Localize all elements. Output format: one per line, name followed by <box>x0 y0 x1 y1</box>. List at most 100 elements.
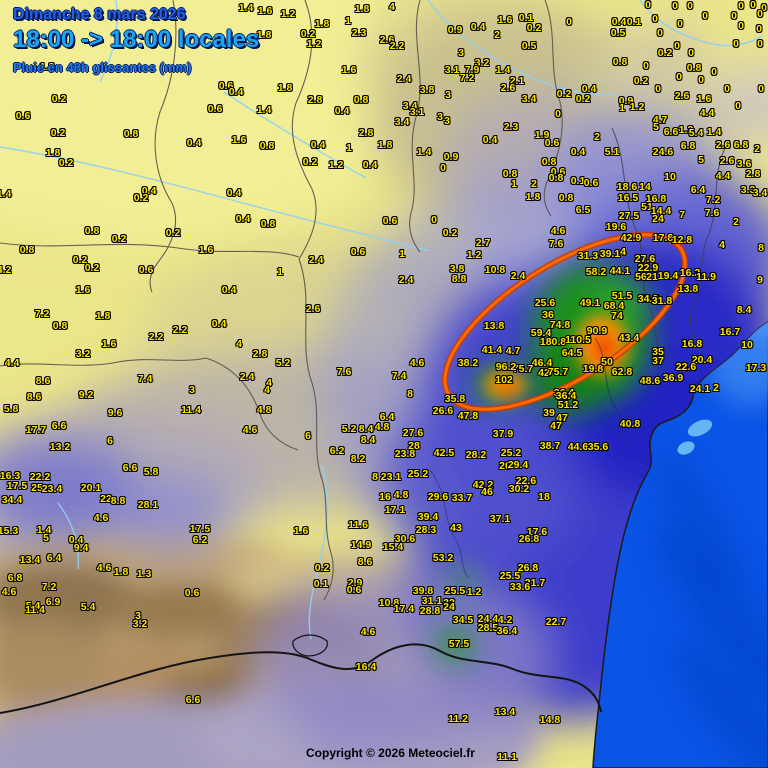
rivers <box>0 0 763 640</box>
precip-value-label: 0.8 <box>558 191 574 204</box>
precip-value-label: 34.4 <box>1 493 23 506</box>
precip-value-label: 2.7 <box>475 236 491 249</box>
precip-value-label: 2 <box>713 381 719 394</box>
precip-value-label: 4.6 <box>242 423 258 436</box>
precip-value-label: 2 <box>531 177 537 190</box>
precip-value-label: 4 <box>266 376 272 389</box>
precip-value-label: 0 <box>676 70 682 83</box>
precip-value-label: 10 <box>741 338 753 351</box>
precip-value-label: 28.2 <box>465 448 487 461</box>
precip-value-label: 0.4 <box>611 15 627 28</box>
precip-value-label: 0 <box>698 73 704 86</box>
precip-value-label: 6.4 <box>379 410 395 423</box>
precip-value-label: 1.8 <box>39 60 55 73</box>
precip-value-label: 1 <box>511 177 517 190</box>
precip-value-label: 0.6 <box>350 245 366 258</box>
precip-value-label: 25.5 <box>499 569 521 582</box>
precip-value-label: 29.4 <box>507 458 529 471</box>
precip-value-label: 0.4 <box>221 283 237 296</box>
precip-value-label: 12.8 <box>671 233 693 246</box>
precip-value-label: 5 <box>43 531 49 544</box>
precip-value-label: 6.2 <box>329 444 345 457</box>
precip-value-label: 4.2 <box>497 613 513 626</box>
precip-value-label: 2.3 <box>503 120 519 133</box>
precip-value-label: 0.6 <box>207 102 223 115</box>
precip-value-label: 38.7 <box>539 439 561 452</box>
precip-value-label: 46.4 <box>531 356 553 369</box>
precip-value-label: 20.1 <box>80 481 102 494</box>
precip-value-label: 33.6 <box>509 580 531 593</box>
precip-value-label: 22.7 <box>545 615 567 628</box>
precip-value-label: 0 <box>738 19 744 32</box>
precip-value-label: 41.4 <box>481 343 503 356</box>
precip-value-label: 8.8 <box>110 494 126 507</box>
precip-value-label: 2.2 <box>148 330 164 343</box>
precip-value-label: 16.3 <box>0 469 21 482</box>
precip-value-label: 18 <box>538 490 550 503</box>
precip-value-label: 0 <box>687 0 693 12</box>
precip-value-label: 22.2 <box>29 470 51 483</box>
precip-value-label: 24 <box>443 600 455 613</box>
precip-value-label: 2.8 <box>307 93 323 106</box>
coastal-lagoons <box>677 419 713 455</box>
precip-value-label: 13.8 <box>483 319 505 332</box>
precip-value-label: 9.6 <box>107 406 123 419</box>
precip-value-label: 1.8 <box>256 28 272 41</box>
precip-value-label: 0.4 <box>68 533 84 546</box>
precip-value-label: 8.8 <box>451 272 467 285</box>
precip-value-label: 4.2 <box>0 263 12 276</box>
precip-value-label: 8.6 <box>26 390 42 403</box>
precip-value-label: 0.4 <box>235 212 251 225</box>
precip-value-label: 90.9 <box>586 324 608 337</box>
precip-value-label: 4 <box>620 245 626 258</box>
national-border-spain <box>0 634 602 714</box>
precip-value-label: 0 <box>735 99 741 112</box>
precip-value-label: 0.8 <box>612 55 628 68</box>
precip-value-label: 5.8 <box>3 402 19 415</box>
precip-value-label: 2.8 <box>745 167 761 180</box>
precip-value-label: 0.6 <box>138 263 154 276</box>
precip-value-label: 23.8 <box>394 447 416 460</box>
precip-value-label: 7.2 <box>459 71 475 84</box>
precip-value-label: 0.4 <box>470 20 486 33</box>
precip-value-label: 3.2 <box>474 56 490 69</box>
precip-value-label: 2.6 <box>674 89 690 102</box>
precip-value-label: 68.4 <box>603 299 625 312</box>
precip-value-label: 14.4 <box>650 204 672 217</box>
precip-value-label: 0.6 <box>550 165 566 178</box>
precip-value-label: 34.5 <box>452 613 474 626</box>
precip-value-label: 2.8 <box>358 126 374 139</box>
precip-value-label: 19.8 <box>582 362 604 375</box>
precip-value-label: 14 <box>639 180 651 193</box>
precip-value-label: 16.8 <box>645 192 667 205</box>
precip-value-label: 0.2 <box>51 92 67 105</box>
precip-value-label: 6.6 <box>663 125 679 138</box>
precip-value-label: 42 <box>538 366 550 379</box>
precip-value-label: 36 <box>542 308 554 321</box>
precip-value-label: 31.3 <box>577 249 599 262</box>
precip-value-label: 0.6 <box>583 176 599 189</box>
precip-value-label: 3.4 <box>394 115 410 128</box>
precip-value-label: 0.2 <box>314 561 330 574</box>
precip-value-label: 16.5 <box>617 191 639 204</box>
precip-value-label: 0.2 <box>72 253 88 266</box>
precip-value-label: 17.7 <box>25 423 47 436</box>
precip-value-label: 47 <box>556 411 568 424</box>
precip-value-label: 0.2 <box>300 27 316 40</box>
precip-value-label: 0.4 <box>186 136 202 149</box>
date-title: Dimanche 8 mars 2026 <box>13 6 186 23</box>
precip-value-label: 0 <box>750 0 756 11</box>
precip-value-label: 25.2 <box>500 446 522 459</box>
precip-value-label: 39.1 <box>599 247 621 260</box>
precip-value-label: 8.4 <box>736 303 752 316</box>
precip-value-label: 8 <box>407 387 413 400</box>
precip-value-label: 0.1 <box>626 15 642 28</box>
precip-value-label: 3.6 <box>736 157 752 170</box>
precip-value-label: 2.4 <box>510 269 526 282</box>
precip-value-label: 1.8 <box>45 146 61 159</box>
precip-value-label: 6.8 <box>680 139 696 152</box>
precip-value-label: 21 <box>646 270 658 283</box>
precip-value-label: 0.6 <box>544 136 560 149</box>
precip-value-label: 2.1 <box>509 74 525 87</box>
